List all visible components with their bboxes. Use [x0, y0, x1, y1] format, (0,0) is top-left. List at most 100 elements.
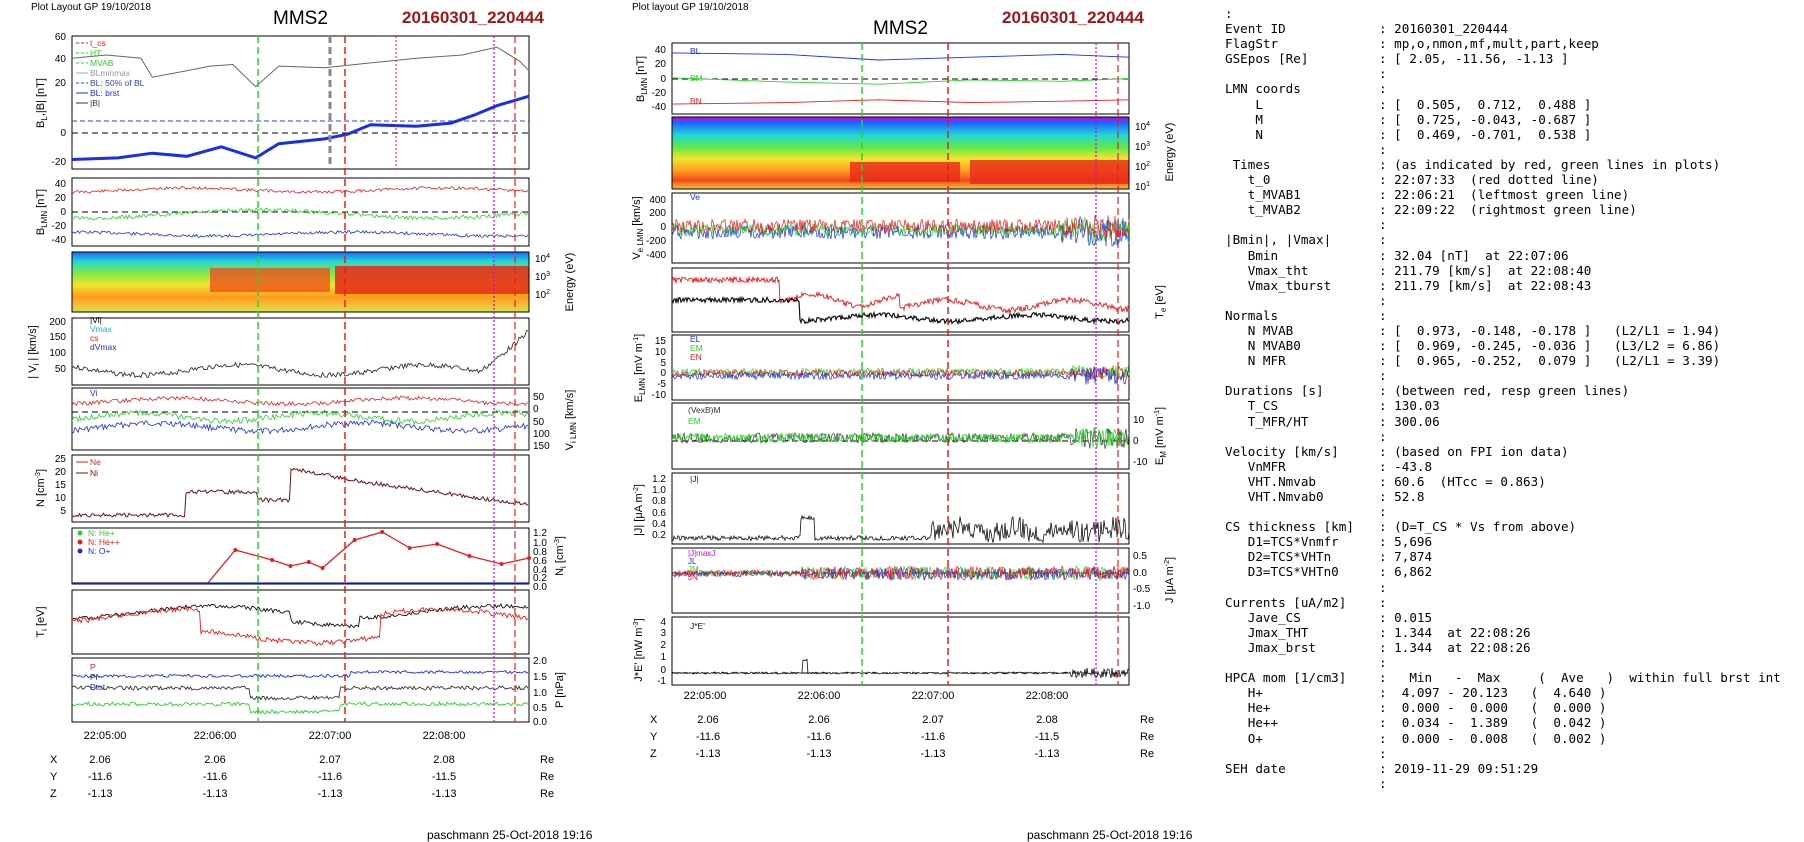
- legend-en: EN: [690, 352, 702, 362]
- info-value: : Min - Max ( Ave ) within full brst int: [1379, 670, 1781, 686]
- svg-text:Re: Re: [1140, 748, 1154, 760]
- svg-text:22:06:00: 22:06:00: [194, 730, 237, 742]
- info-value: :: [1379, 428, 1387, 444]
- panel-electron-spectrogram: 104 103 102 101 Energy (eV): [671, 116, 1176, 193]
- info-key: FlagStr: [1225, 36, 1279, 52]
- svg-text:100: 100: [49, 348, 66, 359]
- svg-text:ELMN [mV m-1]: ELMN [mV m-1]: [633, 334, 647, 402]
- panel-e-lmn: 15 10 5 0 -5 -10 ELMN [mV m-1] EL EM EN: [633, 334, 1130, 402]
- info-value: :: [1379, 307, 1387, 323]
- info-value: :: [1379, 745, 1387, 761]
- info-key: SEH date: [1225, 760, 1286, 776]
- info-row: :: [1225, 368, 1800, 383]
- legend-dvmax: dVmax: [90, 342, 117, 352]
- event-markers: [257, 36, 516, 722]
- info-key: LMN coords: [1225, 81, 1301, 97]
- info-key: Vmax_tburst: [1225, 277, 1332, 293]
- svg-text:X: X: [50, 754, 58, 766]
- info-value: :: [1379, 141, 1387, 157]
- info-row: :: [1225, 66, 1800, 81]
- left-stack-plot: 60 40 20 0 -20 BL,|B| [nT] t_cs HT MVAB …: [27, 32, 578, 800]
- legend-p: P: [90, 662, 96, 672]
- info-value: : [ 0.969, -0.245, -0.036 ] (L3/L2 = 6.8…: [1379, 338, 1721, 354]
- info-row: He++: 0.034 - 1.389 ( 0.042 ): [1225, 715, 1800, 730]
- svg-text:-10: -10: [652, 390, 667, 401]
- panel-density: 25 20 15 10 5 N [cm-3] Ne Ni: [35, 454, 530, 523]
- info-key: N MVAB: [1225, 322, 1294, 338]
- panel-vexb: 10 0 -10 EM [mV m-1] (VexB)M EM: [671, 402, 1168, 470]
- svg-text:-1.13: -1.13: [87, 788, 112, 800]
- info-row: VHT.Nmvab0: 52.8: [1225, 489, 1800, 504]
- info-value: : 52.8: [1379, 489, 1425, 504]
- info-value: : 2019-11-29 09:51:29: [1379, 760, 1539, 776]
- svg-text:-11.6: -11.6: [318, 771, 342, 783]
- svg-text:-1: -1: [657, 676, 666, 687]
- panel-hpca-density: 1.2 1.0 0.8 0.6 0.4 0.2 0.0 Ni [cm-3] N:…: [71, 527, 568, 593]
- svg-text:-0.5: -0.5: [1133, 584, 1151, 595]
- left-event-id: 20160301_220444: [402, 8, 544, 27]
- svg-text:-400: -400: [646, 250, 666, 261]
- legend-em-2: EM: [688, 416, 701, 426]
- svg-text:20: 20: [655, 59, 667, 70]
- legend-bm: BM: [690, 73, 703, 83]
- svg-text:0.4: 0.4: [652, 519, 666, 530]
- info-value: : 0.000 - 0.000 ( 0.000 ): [1379, 700, 1607, 716]
- info-value: : 0.034 - 1.389 ( 0.042 ): [1379, 715, 1607, 731]
- panel-bl-b: 60 40 20 0 -20 BL,|B| [nT] t_cs HT MVAB …: [35, 32, 530, 170]
- info-value: :: [1379, 292, 1387, 308]
- svg-text:2.06: 2.06: [204, 754, 225, 766]
- legend-ni: Ni: [90, 468, 98, 478]
- svg-text:100: 100: [533, 429, 550, 440]
- legend-jm: JM: [688, 565, 699, 574]
- svg-text:-1.13: -1.13: [695, 748, 720, 760]
- info-value: : (between red, resp green lines): [1379, 383, 1630, 399]
- panel-blmn: 40 20 0 -20 -40 BLMN [nT]: [35, 177, 530, 247]
- b-magnitude-line: [71, 46, 530, 88]
- svg-text:1.0: 1.0: [652, 485, 666, 496]
- svg-text:Ti [eV]: Ti [eV]: [35, 606, 49, 637]
- svg-text:5: 5: [660, 358, 666, 369]
- svg-text:Vi LMN [km/s]: Vi LMN [km/s]: [564, 390, 578, 451]
- info-row: :: [1225, 655, 1800, 670]
- panel-j-mag: 1.2 1.0 0.8 0.6 0.4 0.2 |J| [μA m-2] |J|: [633, 472, 1130, 545]
- info-value: :: [1379, 775, 1387, 791]
- right-footer: paschmann 25-Oct-2018 19:16: [1027, 828, 1193, 842]
- info-row: T_MFR/HT: 300.06: [1225, 414, 1800, 429]
- svg-text:Re: Re: [540, 788, 554, 800]
- info-row: HPCA mom [1/cm3]: Min - Max ( Ave ) with…: [1225, 670, 1800, 685]
- svg-text:40: 40: [55, 54, 67, 65]
- legend-em: EM: [690, 343, 703, 353]
- svg-text:J [μA m-2]: J [μA m-2]: [1164, 557, 1176, 603]
- svg-text:0: 0: [660, 368, 666, 379]
- info-row: D2=TCS*VHTn: 7,874: [1225, 549, 1800, 564]
- legend-pi: Pi: [90, 672, 98, 682]
- info-key: Durations [s]: [1225, 383, 1324, 399]
- info-row: L: [ 0.505, 0.712, 0.488 ]: [1225, 97, 1800, 112]
- svg-text:Re: Re: [540, 754, 554, 766]
- svg-text:0.6: 0.6: [533, 556, 547, 567]
- info-row: |Bmin|, |Vmax|:: [1225, 232, 1800, 247]
- info-row: :: [1225, 504, 1800, 519]
- legend-b-mag: |B|: [90, 98, 100, 108]
- info-row: t_0: 22:07:33 (red dotted line): [1225, 172, 1800, 187]
- svg-text:Re: Re: [540, 771, 554, 783]
- info-key: Normals: [1225, 307, 1279, 323]
- info-row: CS thickness [km] : (D=T_CS * Vs from abo…: [1225, 519, 1800, 534]
- info-value: : 22:09:22 (rightmost green line): [1379, 202, 1637, 218]
- info-row: VnMFR: -43.8: [1225, 459, 1800, 474]
- info-value: : 0.015: [1379, 609, 1433, 625]
- left-footer: paschmann 25-Oct-2018 19:16: [427, 828, 593, 842]
- info-key: CS thickness [km]: [1225, 519, 1354, 535]
- panel-vi-lmn: 50 0 50 100 150 Vi LMN [km/s] Vi: [71, 387, 578, 452]
- info-row: :: [1225, 746, 1800, 761]
- bl-burst-line: [71, 94, 530, 161]
- svg-text:Y: Y: [650, 731, 658, 743]
- info-top-marker: :: [1225, 6, 1233, 21]
- info-row: Normals:: [1225, 308, 1800, 323]
- svg-text:-40: -40: [52, 235, 67, 246]
- svg-text:5: 5: [60, 506, 66, 517]
- svg-text:2.06: 2.06: [808, 714, 829, 726]
- svg-text:25: 25: [55, 454, 67, 465]
- right-stack-plot: 40 20 0 -20 -40 BLMN [nT] BL BM BN 104 1…: [631, 42, 1176, 760]
- info-value: : (D=T_CS * Vs from above): [1379, 519, 1577, 535]
